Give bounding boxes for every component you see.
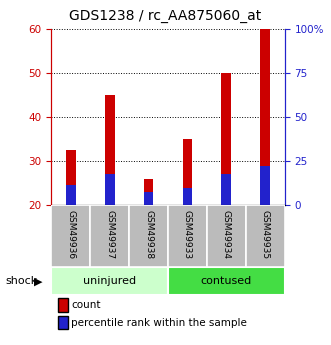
Bar <box>183 139 192 205</box>
Bar <box>105 175 115 205</box>
Text: contused: contused <box>201 276 252 286</box>
Bar <box>51 205 90 267</box>
Bar <box>221 175 231 205</box>
Text: count: count <box>71 300 101 310</box>
Text: GSM49936: GSM49936 <box>66 210 75 259</box>
Bar <box>168 205 207 267</box>
Bar <box>90 205 129 267</box>
Text: GSM49933: GSM49933 <box>183 210 192 259</box>
Bar <box>129 205 168 267</box>
Bar <box>183 188 192 205</box>
Text: GSM49938: GSM49938 <box>144 210 153 259</box>
Text: uninjured: uninjured <box>83 276 136 286</box>
Bar <box>144 179 153 205</box>
Bar <box>207 205 246 267</box>
Bar <box>221 73 231 205</box>
Bar <box>51 267 168 295</box>
Text: GSM49935: GSM49935 <box>261 210 270 259</box>
Bar <box>168 267 285 295</box>
Text: GSM49934: GSM49934 <box>222 210 231 259</box>
Bar <box>66 150 75 205</box>
Text: shock: shock <box>5 276 37 286</box>
Bar <box>105 95 115 205</box>
Text: ▶: ▶ <box>34 276 42 286</box>
Bar <box>246 205 285 267</box>
Text: GSM49937: GSM49937 <box>105 210 114 259</box>
Text: GDS1238 / rc_AA875060_at: GDS1238 / rc_AA875060_at <box>70 9 261 23</box>
Bar <box>144 192 153 205</box>
Bar <box>66 186 75 205</box>
Text: percentile rank within the sample: percentile rank within the sample <box>71 318 247 327</box>
Bar <box>260 29 270 205</box>
Bar <box>260 166 270 205</box>
